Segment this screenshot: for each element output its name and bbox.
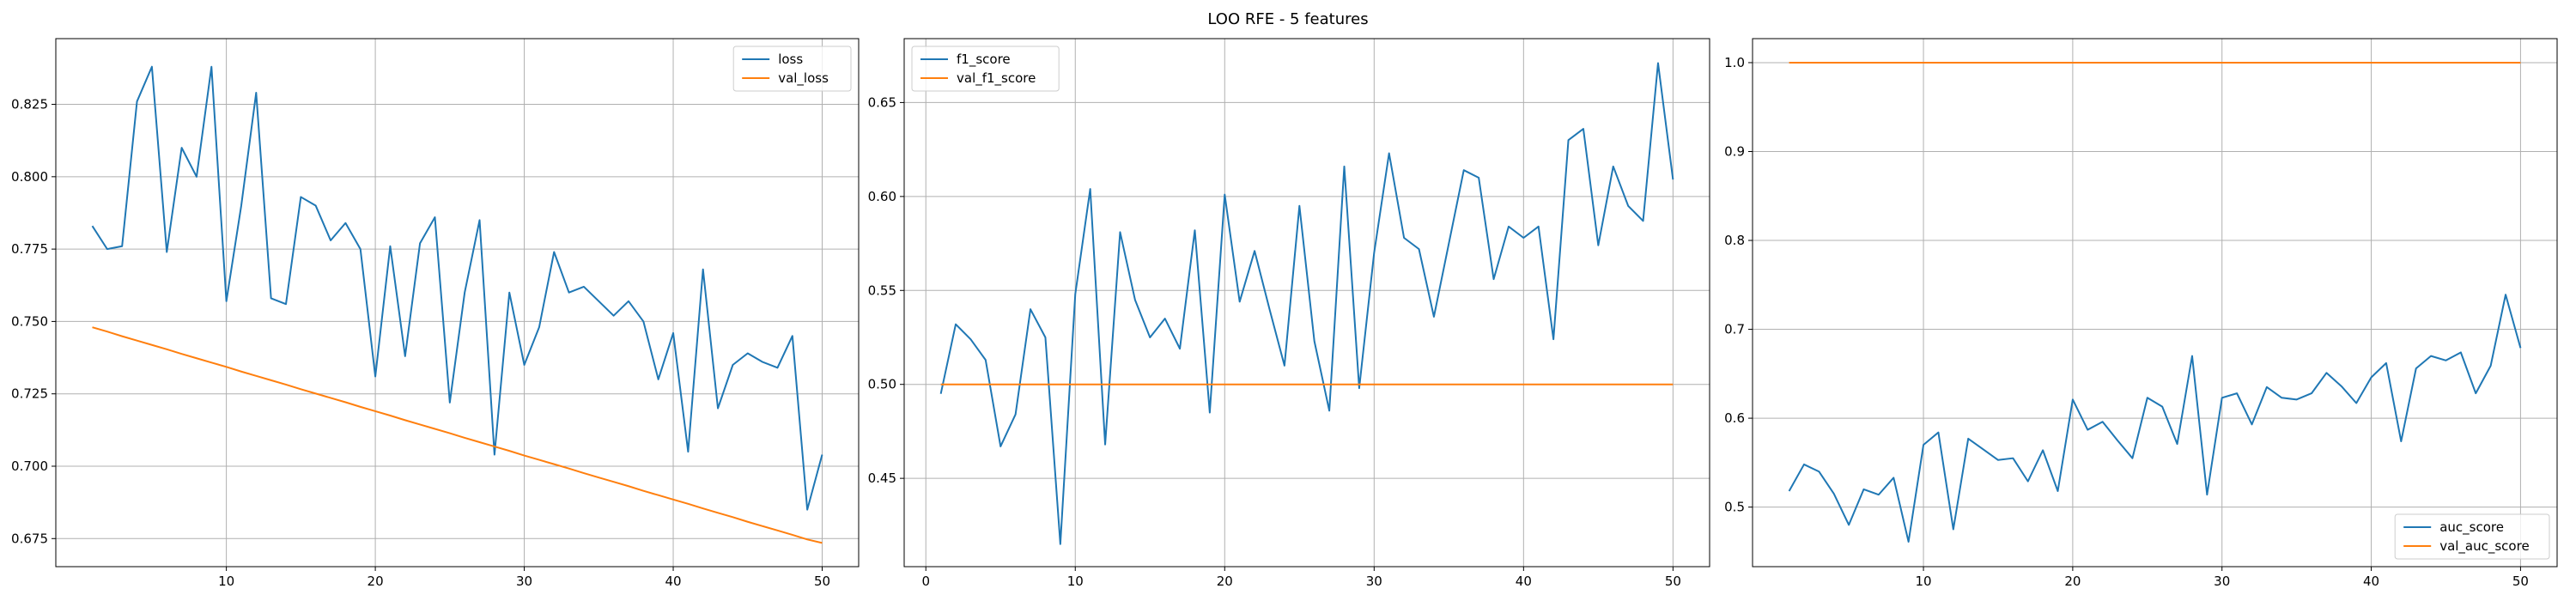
y-tick-label-3-5: 1.0: [1724, 55, 1745, 70]
x-tick-label-2-2: 20: [1217, 574, 1233, 589]
axes-frame-2: [903, 38, 1710, 568]
y-tick-label-3-1: 0.6: [1724, 410, 1745, 426]
y-tick-label-2-2: 0.55: [868, 282, 896, 298]
legend-2: f1_score val_f1_score: [911, 46, 1060, 92]
y-tick-label-3-4: 0.9: [1724, 143, 1745, 159]
legend-1: loss val_loss: [732, 46, 852, 92]
x-tick-label-2-0: 0: [921, 574, 930, 589]
y-tick-label-3-0: 0.5: [1724, 500, 1745, 515]
x-tick-label-2-3: 30: [1366, 574, 1382, 589]
legend-label-f1_score: f1_score: [957, 52, 1011, 68]
y-tick-label-1-0: 0.675: [11, 531, 48, 546]
x-tick-label-2-4: 40: [1516, 574, 1532, 589]
x-tick-label-2-1: 10: [1067, 574, 1084, 589]
x-tick-label-3-4: 50: [2512, 574, 2529, 589]
legend-box-1: [732, 46, 852, 92]
axes-frame-3: [1752, 38, 2558, 568]
x-tick-label-1-3: 40: [665, 574, 681, 589]
x-tick-label-1-2: 30: [516, 574, 532, 589]
legend-label-val_loss: val_loss: [778, 70, 829, 87]
x-tick-label-3-0: 10: [1916, 574, 1932, 589]
x-tick-label-2-5: 50: [1665, 574, 1681, 589]
series-line-val_loss: [92, 326, 823, 544]
legend-label-loss: loss: [778, 52, 803, 67]
y-tick-label-1-6: 0.825: [11, 97, 48, 112]
legend-box-2: [911, 46, 1060, 92]
legend-label-val_auc_score: val_auc_score: [2439, 538, 2530, 555]
x-tick-label-3-2: 30: [2214, 574, 2230, 589]
y-tick-label-1-3: 0.750: [11, 313, 48, 329]
y-tick-label-3-2: 0.7: [1724, 322, 1745, 337]
series-line-f1_score: [939, 62, 1674, 545]
y-tick-label-2-3: 0.60: [868, 189, 896, 204]
y-tick-label-2-0: 0.45: [868, 470, 896, 486]
y-tick-label-2-1: 0.50: [868, 377, 896, 392]
y-tick-label-1-1: 0.700: [11, 458, 48, 474]
y-tick-label-1-4: 0.775: [11, 241, 48, 257]
subplot-2: 0 10 20 30 40 50 0.45 0.50 0.55 0.60 0.65 f1_scorev…: [868, 38, 1710, 589]
y-tick-label-2-4: 0.65: [868, 94, 896, 110]
x-tick-label-1-0: 10: [218, 574, 234, 589]
y-tick-label-3-3: 0.8: [1724, 233, 1745, 248]
y-tick-label-1-5: 0.800: [11, 169, 48, 185]
x-tick-label-3-3: 40: [2363, 574, 2379, 589]
legend-box-3: [2394, 513, 2550, 560]
subplot-1: 10 20 30 40 50 0.675 0.700 0.725 0.750 0.775 0.800…: [11, 38, 860, 589]
series-line-loss: [91, 65, 823, 511]
subplot-3: 10 20 30 40 50 0.5 0.6 0.7 0.8 0.9 1.0 auc_scoreval…: [1724, 38, 2558, 589]
y-tick-label-1-2: 0.725: [11, 386, 48, 402]
subplots: 10 20 30 40 500.6750.7000.7250.7500.7750.800…: [11, 38, 2558, 589]
legend-3: auc_score val_auc_score: [2394, 513, 2550, 560]
figure-title: LOO RFE - 5 features: [1207, 10, 1368, 28]
legend-label-auc_score: auc_score: [2439, 519, 2504, 536]
x-tick-label-1-4: 50: [814, 574, 830, 589]
x-tick-label-3-1: 20: [2064, 574, 2081, 589]
legend-label-val_f1_score: val_f1_score: [957, 70, 1036, 87]
axes-frame-1: [55, 38, 860, 568]
x-tick-label-1-1: 20: [368, 574, 384, 589]
series-line-auc_score: [1788, 294, 2522, 543]
